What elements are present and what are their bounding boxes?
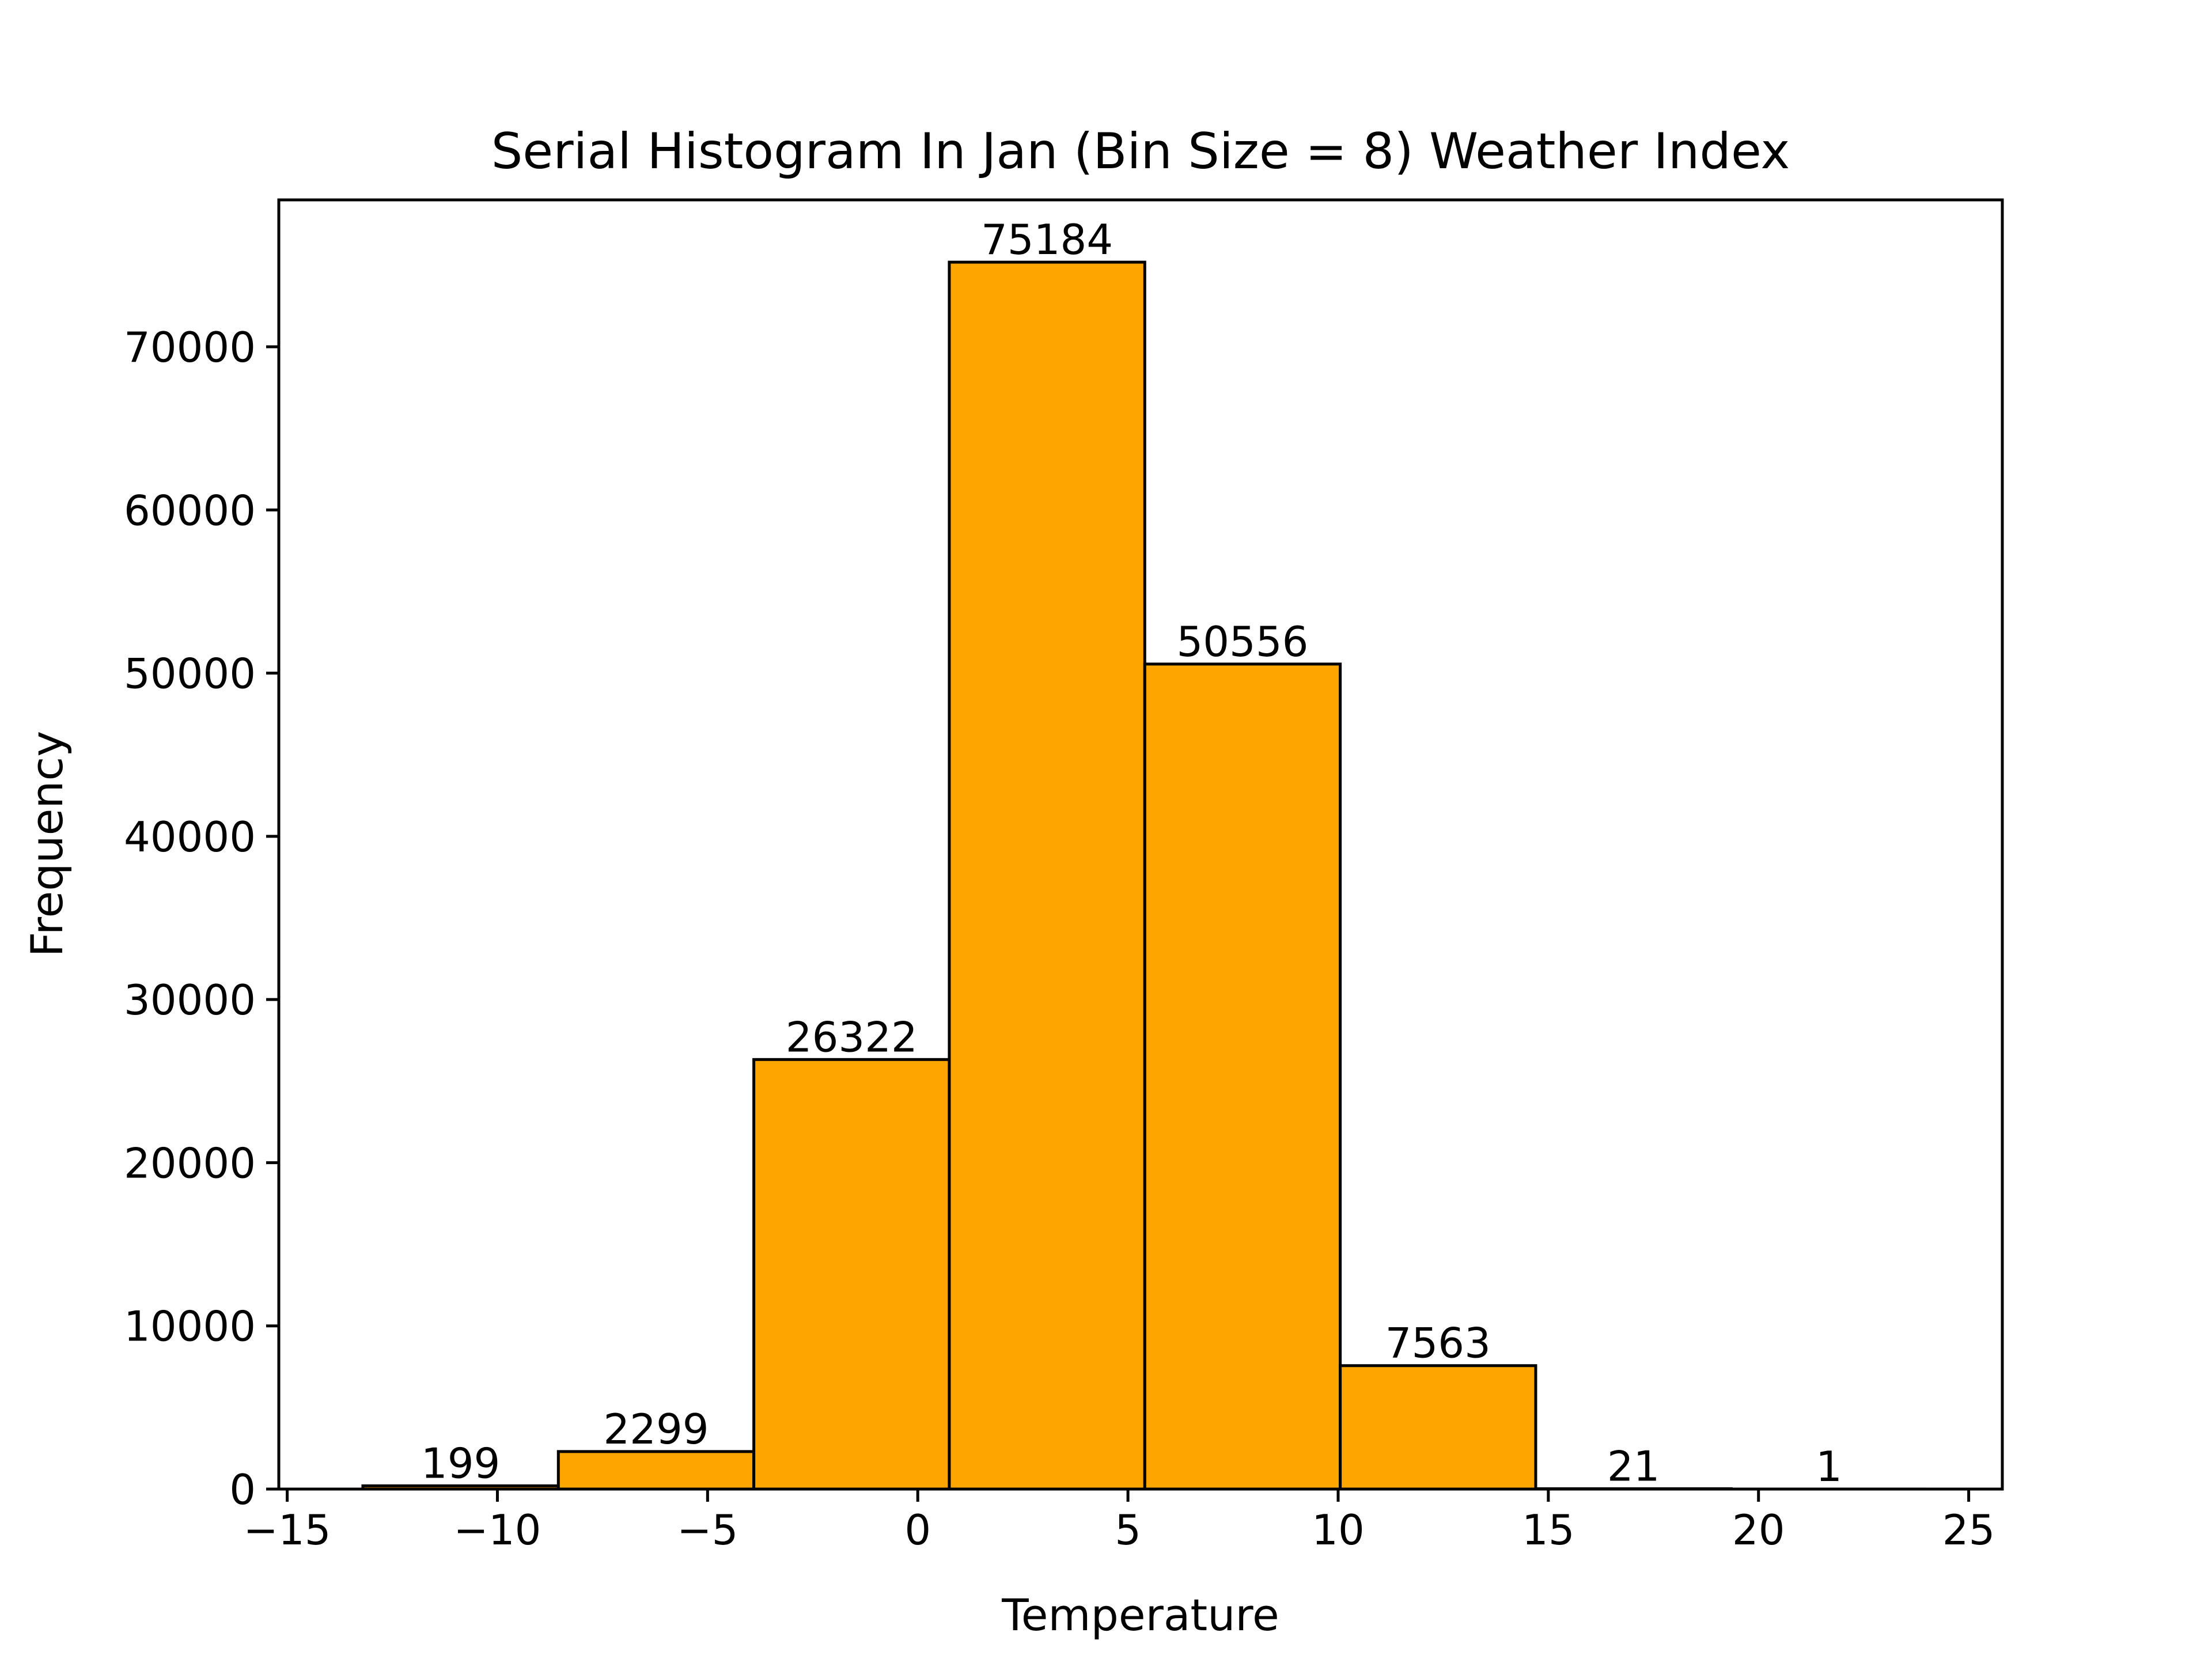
bar-value-label: 2299 [603, 1405, 709, 1453]
y-axis-label: Frequency [21, 731, 73, 957]
bars-group [361, 260, 1929, 1491]
x-tick-label: −5 [677, 1506, 738, 1554]
bar-value-label: 199 [421, 1439, 500, 1487]
y-axis-ticks: 0 10000 20000 30000 40000 50000 60000 70000 [124, 323, 279, 1514]
x-tick-label: 25 [1942, 1506, 1995, 1554]
histogram-bar [752, 1058, 951, 1491]
x-tick-label: 20 [1732, 1506, 1785, 1554]
y-tick-label: 40000 [124, 813, 256, 861]
bar-value-label: 1 [1816, 1442, 1842, 1491]
histogram-bar [948, 260, 1146, 1491]
bar-value-label: 50556 [1176, 618, 1308, 666]
y-tick-label: 0 [229, 1465, 256, 1514]
histogram-bar [1143, 662, 1342, 1491]
x-tick-label: 5 [1115, 1506, 1141, 1554]
x-tick-label: 10 [1312, 1506, 1365, 1554]
y-tick-label: 10000 [124, 1302, 256, 1351]
bar-value-label: 7563 [1385, 1319, 1491, 1368]
plot-frame [277, 198, 2004, 1491]
x-axis-label: Temperature [1001, 1589, 1279, 1641]
bar-value-label: 26322 [786, 1013, 918, 1061]
y-tick-label: 30000 [124, 976, 256, 1024]
chart-title: Serial Histogram In Jan (Bin Size = 8) W… [491, 123, 1790, 180]
x-tick-label: 15 [1522, 1506, 1575, 1554]
x-tick-label: −15 [244, 1506, 331, 1554]
bar-value-label: 21 [1607, 1442, 1660, 1490]
histogram-bar [1339, 1364, 1537, 1491]
y-tick-label: 20000 [124, 1139, 256, 1187]
x-tick-label: 0 [904, 1506, 931, 1554]
data-labels-group: 199 2299 26322 75184 50556 7563 21 1 [421, 215, 1842, 1491]
x-tick-label: −10 [453, 1506, 541, 1554]
x-axis-ticks: −15 −10 −5 0 5 10 15 20 25 [244, 1489, 1995, 1554]
histogram-bar [556, 1450, 756, 1491]
bar-value-label: 75184 [981, 215, 1113, 264]
y-tick-label: 50000 [124, 650, 256, 698]
y-tick-label: 60000 [124, 486, 256, 535]
y-tick-label: 70000 [124, 323, 256, 372]
